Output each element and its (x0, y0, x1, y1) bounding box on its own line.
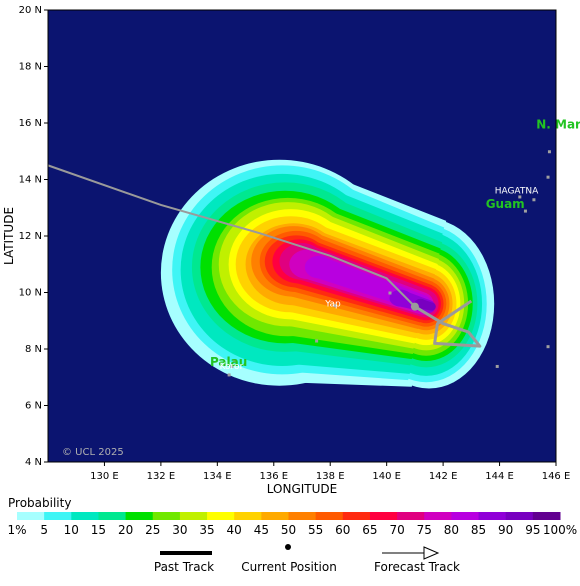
legend-tick-label: 5 (40, 523, 48, 537)
y-tick-label: 18 N (19, 62, 42, 73)
legend-swatch (234, 512, 262, 520)
legend-tick-label: 50 (281, 523, 296, 537)
y-tick-label: 10 N (19, 288, 42, 299)
legend-tick-label: 35 (199, 523, 214, 537)
x-tick-label: 144 E (485, 471, 514, 482)
y-axis-label: LATITUDE (2, 207, 16, 265)
legend-swatch (342, 512, 371, 520)
y-tick-label: 14 N (19, 175, 42, 186)
legend-title: Probability (8, 496, 71, 510)
past-track-key-label: Past Track (154, 560, 214, 574)
legend-swatch (71, 512, 99, 520)
current-position-key-label: Current Position (241, 560, 337, 574)
island (388, 291, 392, 295)
place-label-hagatna: HAGATNA (495, 187, 539, 197)
island (547, 150, 551, 154)
place-label-guam: Guam (486, 197, 525, 211)
legend-swatch (44, 512, 72, 520)
legend-tick-label: 45 (254, 523, 269, 537)
legend-swatch (152, 512, 181, 520)
place-label-koror: Koror (220, 362, 244, 372)
x-tick-label: 146 E (542, 471, 571, 482)
legend-swatch (478, 512, 507, 520)
legend-tick-label: 90 (498, 523, 513, 537)
island (230, 364, 234, 368)
legend-swatch (397, 512, 425, 520)
land-masses (227, 150, 551, 377)
place-label-n-mari: N. Mari (536, 118, 580, 132)
island (518, 195, 522, 199)
legend-tick-label: 1% (7, 523, 26, 537)
legend-tick-label: 80 (444, 523, 459, 537)
island (546, 175, 550, 179)
place-label-palau: Palau (210, 355, 247, 369)
legend-swatch (207, 512, 235, 520)
x-tick-label: 136 E (259, 471, 288, 482)
legend-tick-label: 65 (362, 523, 377, 537)
legend-tick-label: 70 (389, 523, 404, 537)
legend-tick-label: 55 (308, 523, 323, 537)
legend-tick-label: 85 (471, 523, 486, 537)
probability-field (160, 159, 495, 389)
probability-legend: 1% 5 10 15 20 25 30 35 40 45 50 55 60 65 70 75 80 85 90 95 1… (7, 512, 577, 537)
legend-tick-label: 75 (417, 523, 432, 537)
copyright-watermark: © UCL 2025 (62, 447, 124, 458)
island (333, 304, 337, 308)
y-tick-label: 6 N (25, 401, 42, 412)
legend-swatch (288, 512, 317, 520)
x-axis-label: LONGITUDE (267, 482, 337, 496)
current-position-key-dot (285, 544, 291, 550)
island (315, 339, 319, 343)
island (227, 373, 231, 377)
y-axis-ticks: 4 N 6 N 8 N 10 N 12 N 14 N 16 N 18 N 20 N (19, 5, 48, 468)
legend-swatch (315, 512, 344, 520)
legend-swatch (424, 512, 452, 520)
legend-tick-label: 95 (525, 523, 540, 537)
legend-swatch (505, 512, 534, 520)
legend-tick-label: 100% (543, 523, 577, 537)
island (523, 209, 527, 213)
y-tick-label: 4 N (25, 457, 42, 468)
place-label-yap: Yap (324, 300, 341, 310)
legend-swatch (532, 512, 561, 520)
x-tick-label: 142 E (429, 471, 458, 482)
island (532, 198, 536, 202)
legend-swatch (17, 512, 45, 520)
forecast-track-key-label: Forecast Track (374, 560, 460, 574)
x-tick-label: 134 E (203, 471, 232, 482)
legend-tick-label: 30 (172, 523, 187, 537)
legend-swatch (261, 512, 289, 520)
island (546, 345, 550, 349)
legend-swatch (369, 512, 398, 520)
legend-tick-label: 60 (335, 523, 350, 537)
legend-swatch (98, 512, 127, 520)
forecast-track-line (414, 299, 482, 348)
current-position-marker (410, 302, 419, 311)
forecast-track-key-arrow (382, 546, 440, 560)
x-tick-label: 138 E (316, 471, 345, 482)
legend-tick-label: 10 (64, 523, 79, 537)
y-tick-label: 8 N (25, 344, 42, 355)
island (495, 364, 499, 368)
x-tick-label: 130 E (90, 471, 119, 482)
past-track-line (47, 164, 416, 308)
legend-swatch (125, 512, 154, 520)
legend-tick-label: 25 (145, 523, 160, 537)
legend-swatch (179, 512, 208, 520)
x-axis-ticks: 130 E 132 E 134 E 136 E 138 E 140 E 142 E 144 E… (90, 462, 570, 482)
legend-tick-label: 20 (118, 523, 133, 537)
x-tick-label: 132 E (147, 471, 176, 482)
y-tick-label: 20 N (19, 5, 42, 16)
storm-tracks (47, 164, 482, 348)
island (233, 359, 237, 363)
y-tick-label: 16 N (19, 118, 42, 129)
legend-tick-label: 40 (227, 523, 242, 537)
legend-tick-label: 15 (91, 523, 106, 537)
x-tick-label: 140 E (372, 471, 401, 482)
legend-swatch (451, 512, 480, 520)
y-tick-label: 12 N (19, 231, 42, 242)
